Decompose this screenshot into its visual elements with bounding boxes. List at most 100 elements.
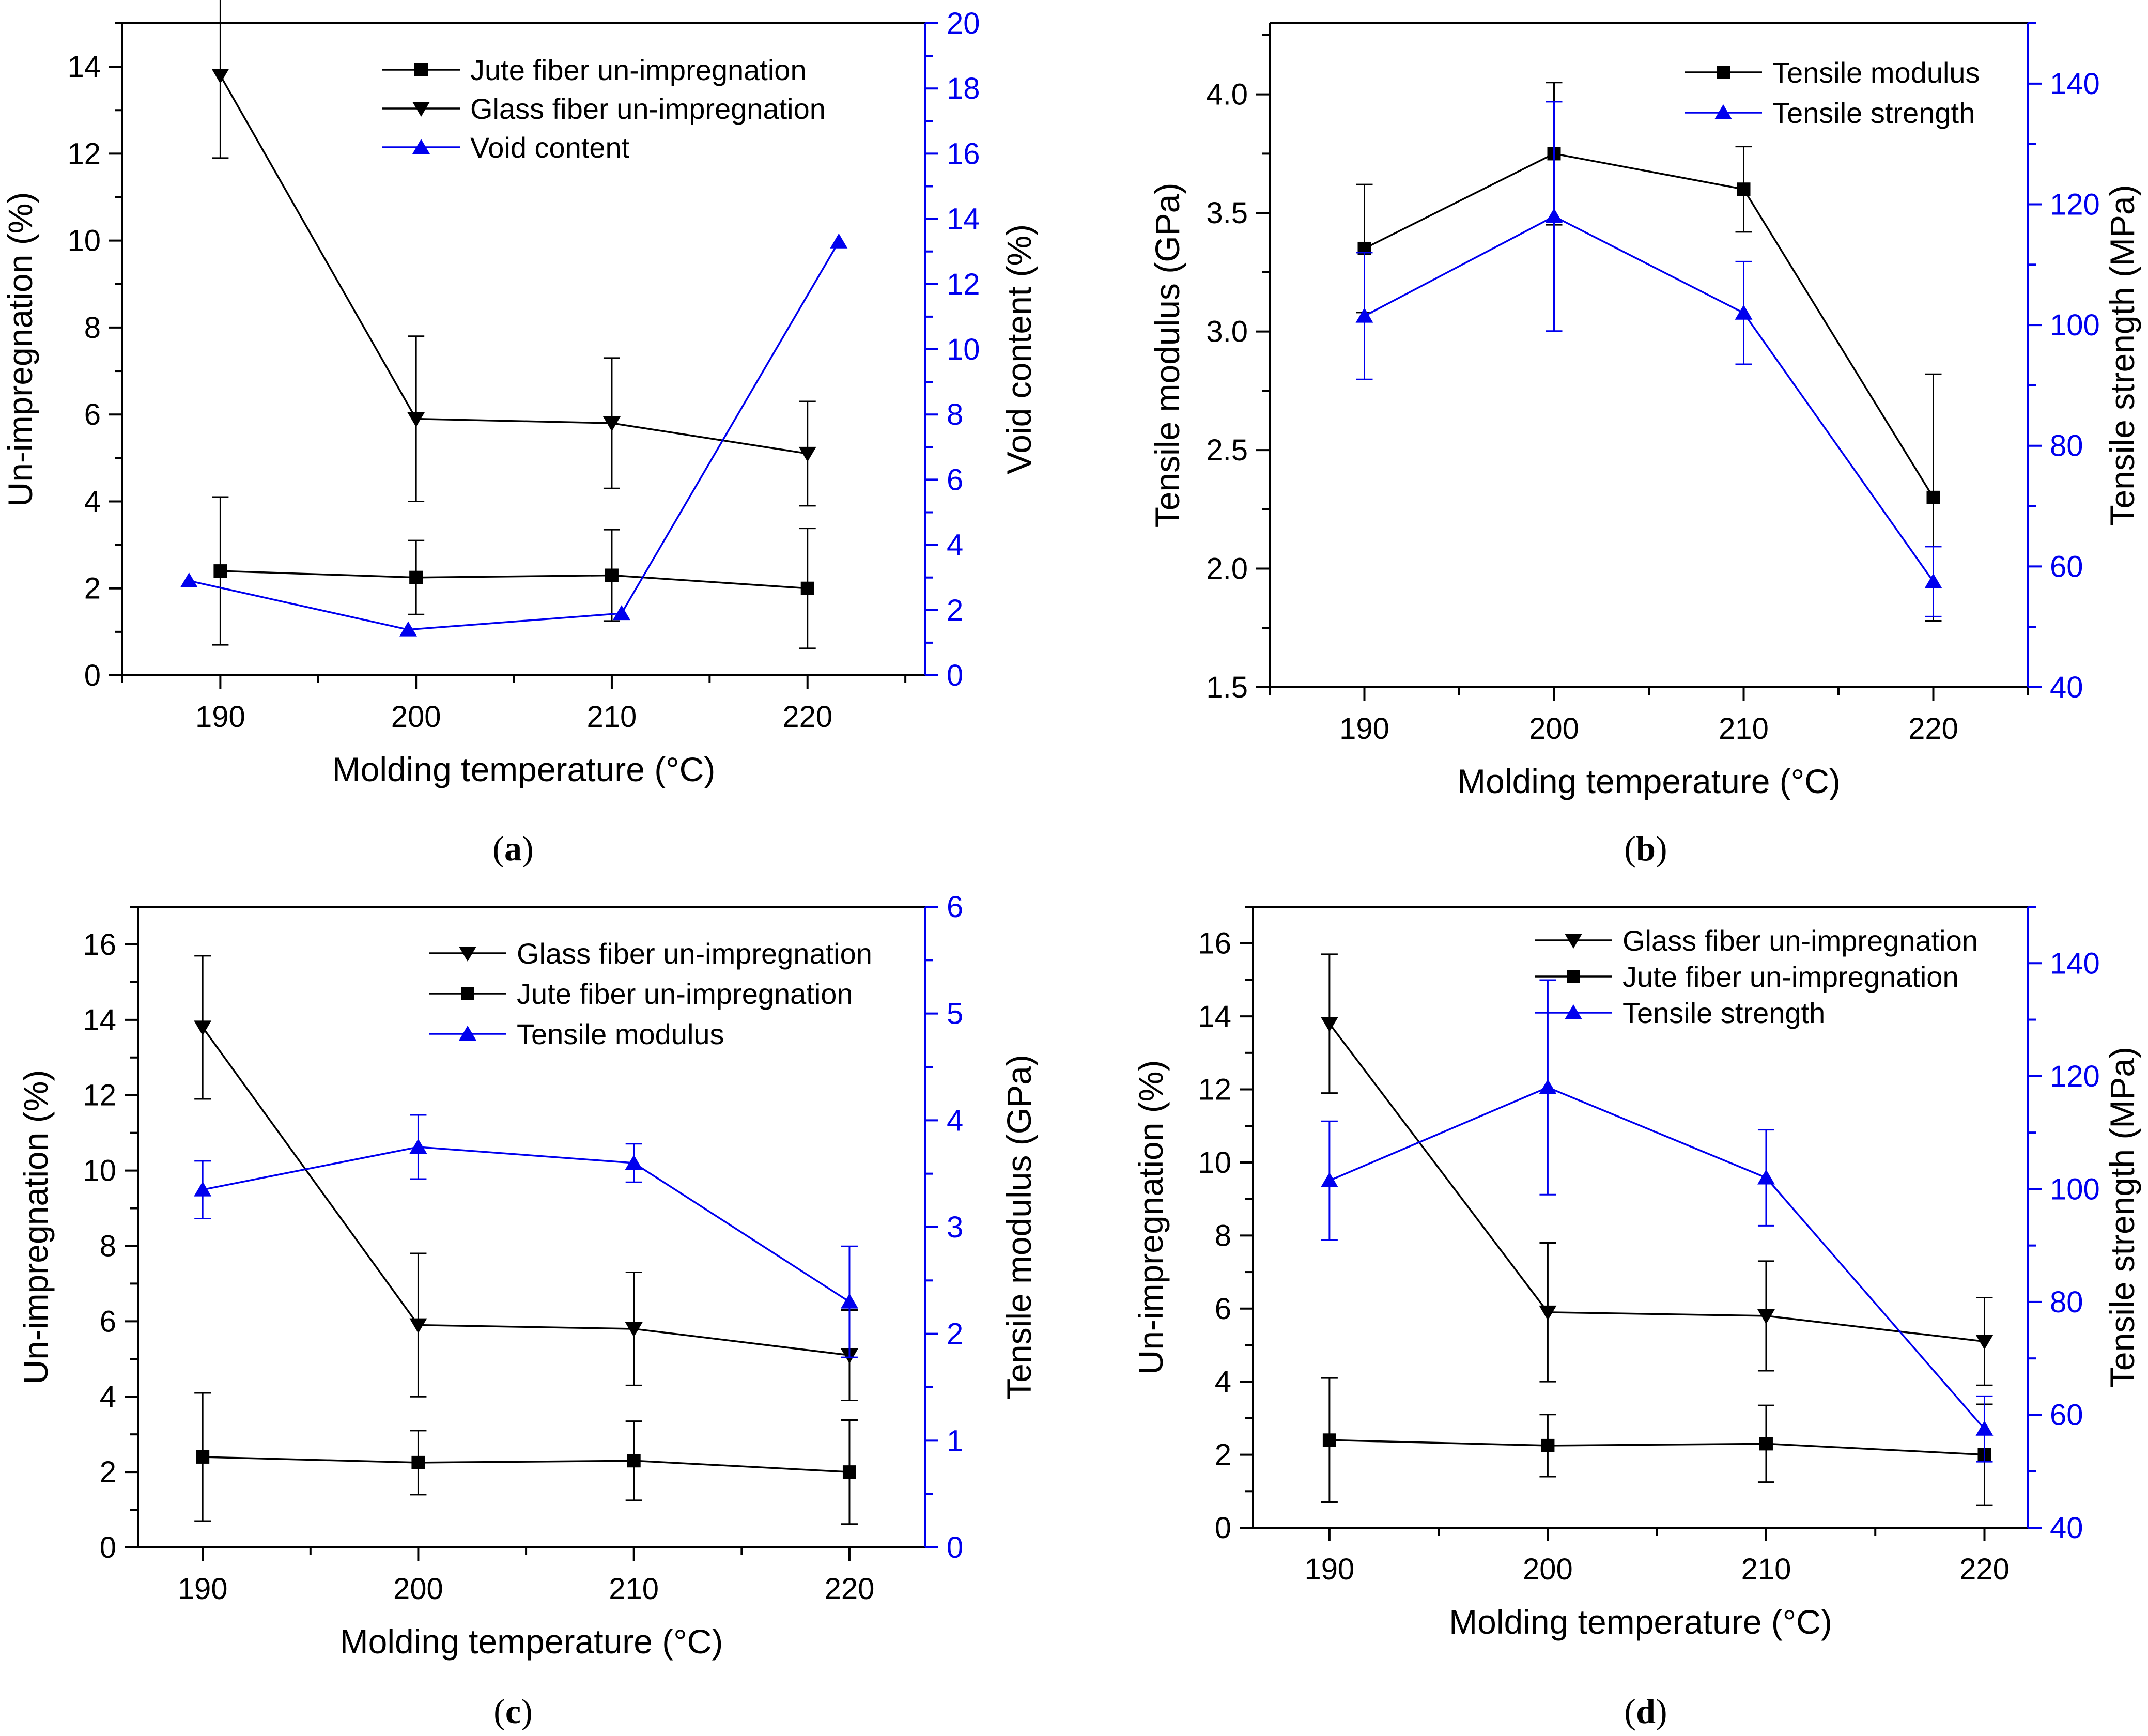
y-tick-label-left: 12	[1198, 1073, 1231, 1107]
y-tick-label-right: 4	[947, 1104, 963, 1137]
x-tick-label: 210	[609, 1572, 659, 1606]
y-tick-label-left: 8	[84, 311, 101, 345]
y-tick-label-left: 12	[83, 1079, 116, 1112]
data-point	[409, 1139, 427, 1154]
y-tick-label-right: 120	[2050, 1060, 2100, 1093]
legend-marker	[459, 1026, 476, 1041]
y-tick-label-right: 60	[2050, 550, 2083, 583]
data-point	[180, 572, 198, 588]
data-point	[602, 416, 621, 432]
y-tick-label-left: 2	[100, 1455, 116, 1489]
data-point	[842, 1465, 856, 1479]
y-axis-label-right: Tensile strength (MPa)	[2103, 1047, 2141, 1388]
legend-marker	[1565, 1004, 1582, 1019]
y-tick-label-right: 16	[947, 137, 980, 171]
y-tick-label-right: 40	[2050, 1511, 2083, 1545]
series-line	[202, 1027, 850, 1356]
legend-marker	[414, 63, 428, 76]
data-point	[612, 605, 630, 621]
legend-label: Void content	[470, 131, 630, 164]
x-tick-label: 200	[1523, 1553, 1573, 1586]
x-tick-label: 220	[1959, 1553, 2010, 1586]
y-tick-label-right: 14	[947, 203, 980, 236]
data-point	[1541, 1438, 1555, 1452]
y-tick-label-left: 0	[1215, 1511, 1231, 1545]
y-tick-label-right: 6	[947, 890, 963, 924]
y-tick-label-left: 12	[67, 137, 101, 171]
data-point	[1759, 1437, 1773, 1451]
y-tick-label-left: 8	[100, 1229, 116, 1263]
y-axis-label-right: Tensile modulus (GPa)	[1000, 1055, 1038, 1400]
series-line	[1328, 1023, 1985, 1343]
legend-marker	[412, 102, 430, 117]
legend-marker	[459, 947, 476, 962]
series-glass-fiber-un-impregnation	[1320, 953, 1994, 1386]
data-point	[399, 621, 418, 637]
data-point	[625, 1322, 643, 1337]
y-tick-label-left: 10	[67, 224, 101, 258]
data-point	[194, 1181, 212, 1197]
y-tick-label-left: 6	[84, 398, 101, 431]
legend-marker	[461, 987, 474, 1000]
series-line	[203, 1456, 850, 1473]
y-axis-label-right: Void content (%)	[1000, 224, 1038, 474]
x-tick-label: 190	[178, 1572, 228, 1606]
y-tick-label-left: 1.5	[1206, 671, 1248, 704]
chart-c: 190 200 210 22002468101214160123456Molding …	[17, 890, 1038, 1731]
series-line	[189, 241, 840, 631]
legend-label: Jute fiber un-impregnation	[517, 978, 853, 1010]
y-tick-label-right: 2	[947, 1318, 963, 1351]
y-tick-label-right: 6	[947, 463, 963, 497]
panel-caption: (c)	[493, 1692, 533, 1731]
y-axis-label-right: Tensile strength (MPa)	[2103, 184, 2141, 525]
y-tick-label-right: 140	[2050, 947, 2100, 980]
y-tick-label-right: 100	[2050, 1172, 2100, 1206]
legend-label: Tensile modulus	[1772, 56, 1980, 89]
x-tick-label: 210	[1719, 712, 1769, 746]
caption-open-paren: (	[1624, 1692, 1636, 1731]
y-tick-label-right: 3	[947, 1211, 963, 1244]
series-line	[219, 75, 808, 455]
legend-label: Glass fiber un-impregnation	[470, 92, 826, 125]
series-void-content	[180, 233, 848, 637]
y-tick-label-left: 0	[100, 1531, 116, 1564]
y-tick-label-right: 80	[2050, 429, 2083, 463]
y-tick-label-right: 1	[947, 1424, 963, 1458]
y-tick-label-right: 4	[947, 529, 963, 562]
panel-caption: (b)	[1624, 829, 1667, 868]
legend-label: Tensile modulus	[517, 1018, 724, 1050]
legend-marker	[1717, 66, 1730, 79]
y-tick-label-left: 2	[1215, 1438, 1231, 1472]
y-tick-label-right: 40	[2050, 671, 2083, 704]
series-line	[202, 1146, 850, 1303]
y-tick-label-right: 12	[947, 268, 980, 301]
data-point	[211, 68, 229, 84]
data-point	[1926, 490, 1940, 504]
x-tick-label: 220	[1908, 712, 1958, 746]
legend-label: Jute fiber un-impregnation	[470, 54, 807, 86]
data-point	[411, 1455, 425, 1469]
data-point	[625, 1155, 643, 1170]
series-jute-fiber-un-impregnation	[212, 496, 816, 649]
data-point	[1757, 1169, 1775, 1185]
data-point	[196, 1450, 210, 1464]
y-axis-label-left: Un-impregnation (%)	[1132, 1060, 1170, 1375]
series-line	[220, 570, 808, 590]
y-tick-label-left: 4.0	[1206, 78, 1248, 112]
y-tick-label-right: 60	[2050, 1398, 2083, 1432]
x-tick-label: 210	[1741, 1553, 1791, 1586]
caption-open-paren: (	[492, 829, 504, 868]
y-axis-label-left: Un-impregnation (%)	[17, 1070, 55, 1385]
legend-marker	[1714, 104, 1732, 119]
y-tick-label-left: 2	[84, 572, 101, 606]
data-point	[1975, 1335, 1994, 1350]
data-point	[1975, 1420, 1994, 1436]
data-point	[830, 233, 848, 249]
legend-marker	[1567, 970, 1580, 983]
x-tick-label: 190	[1339, 712, 1389, 746]
y-tick-label-left: 16	[1198, 927, 1231, 960]
y-tick-label-left: 6	[1215, 1292, 1231, 1326]
y-tick-label-right: 140	[2050, 67, 2100, 101]
y-tick-label-left: 4	[100, 1380, 116, 1414]
y-tick-label-left: 6	[100, 1305, 116, 1338]
